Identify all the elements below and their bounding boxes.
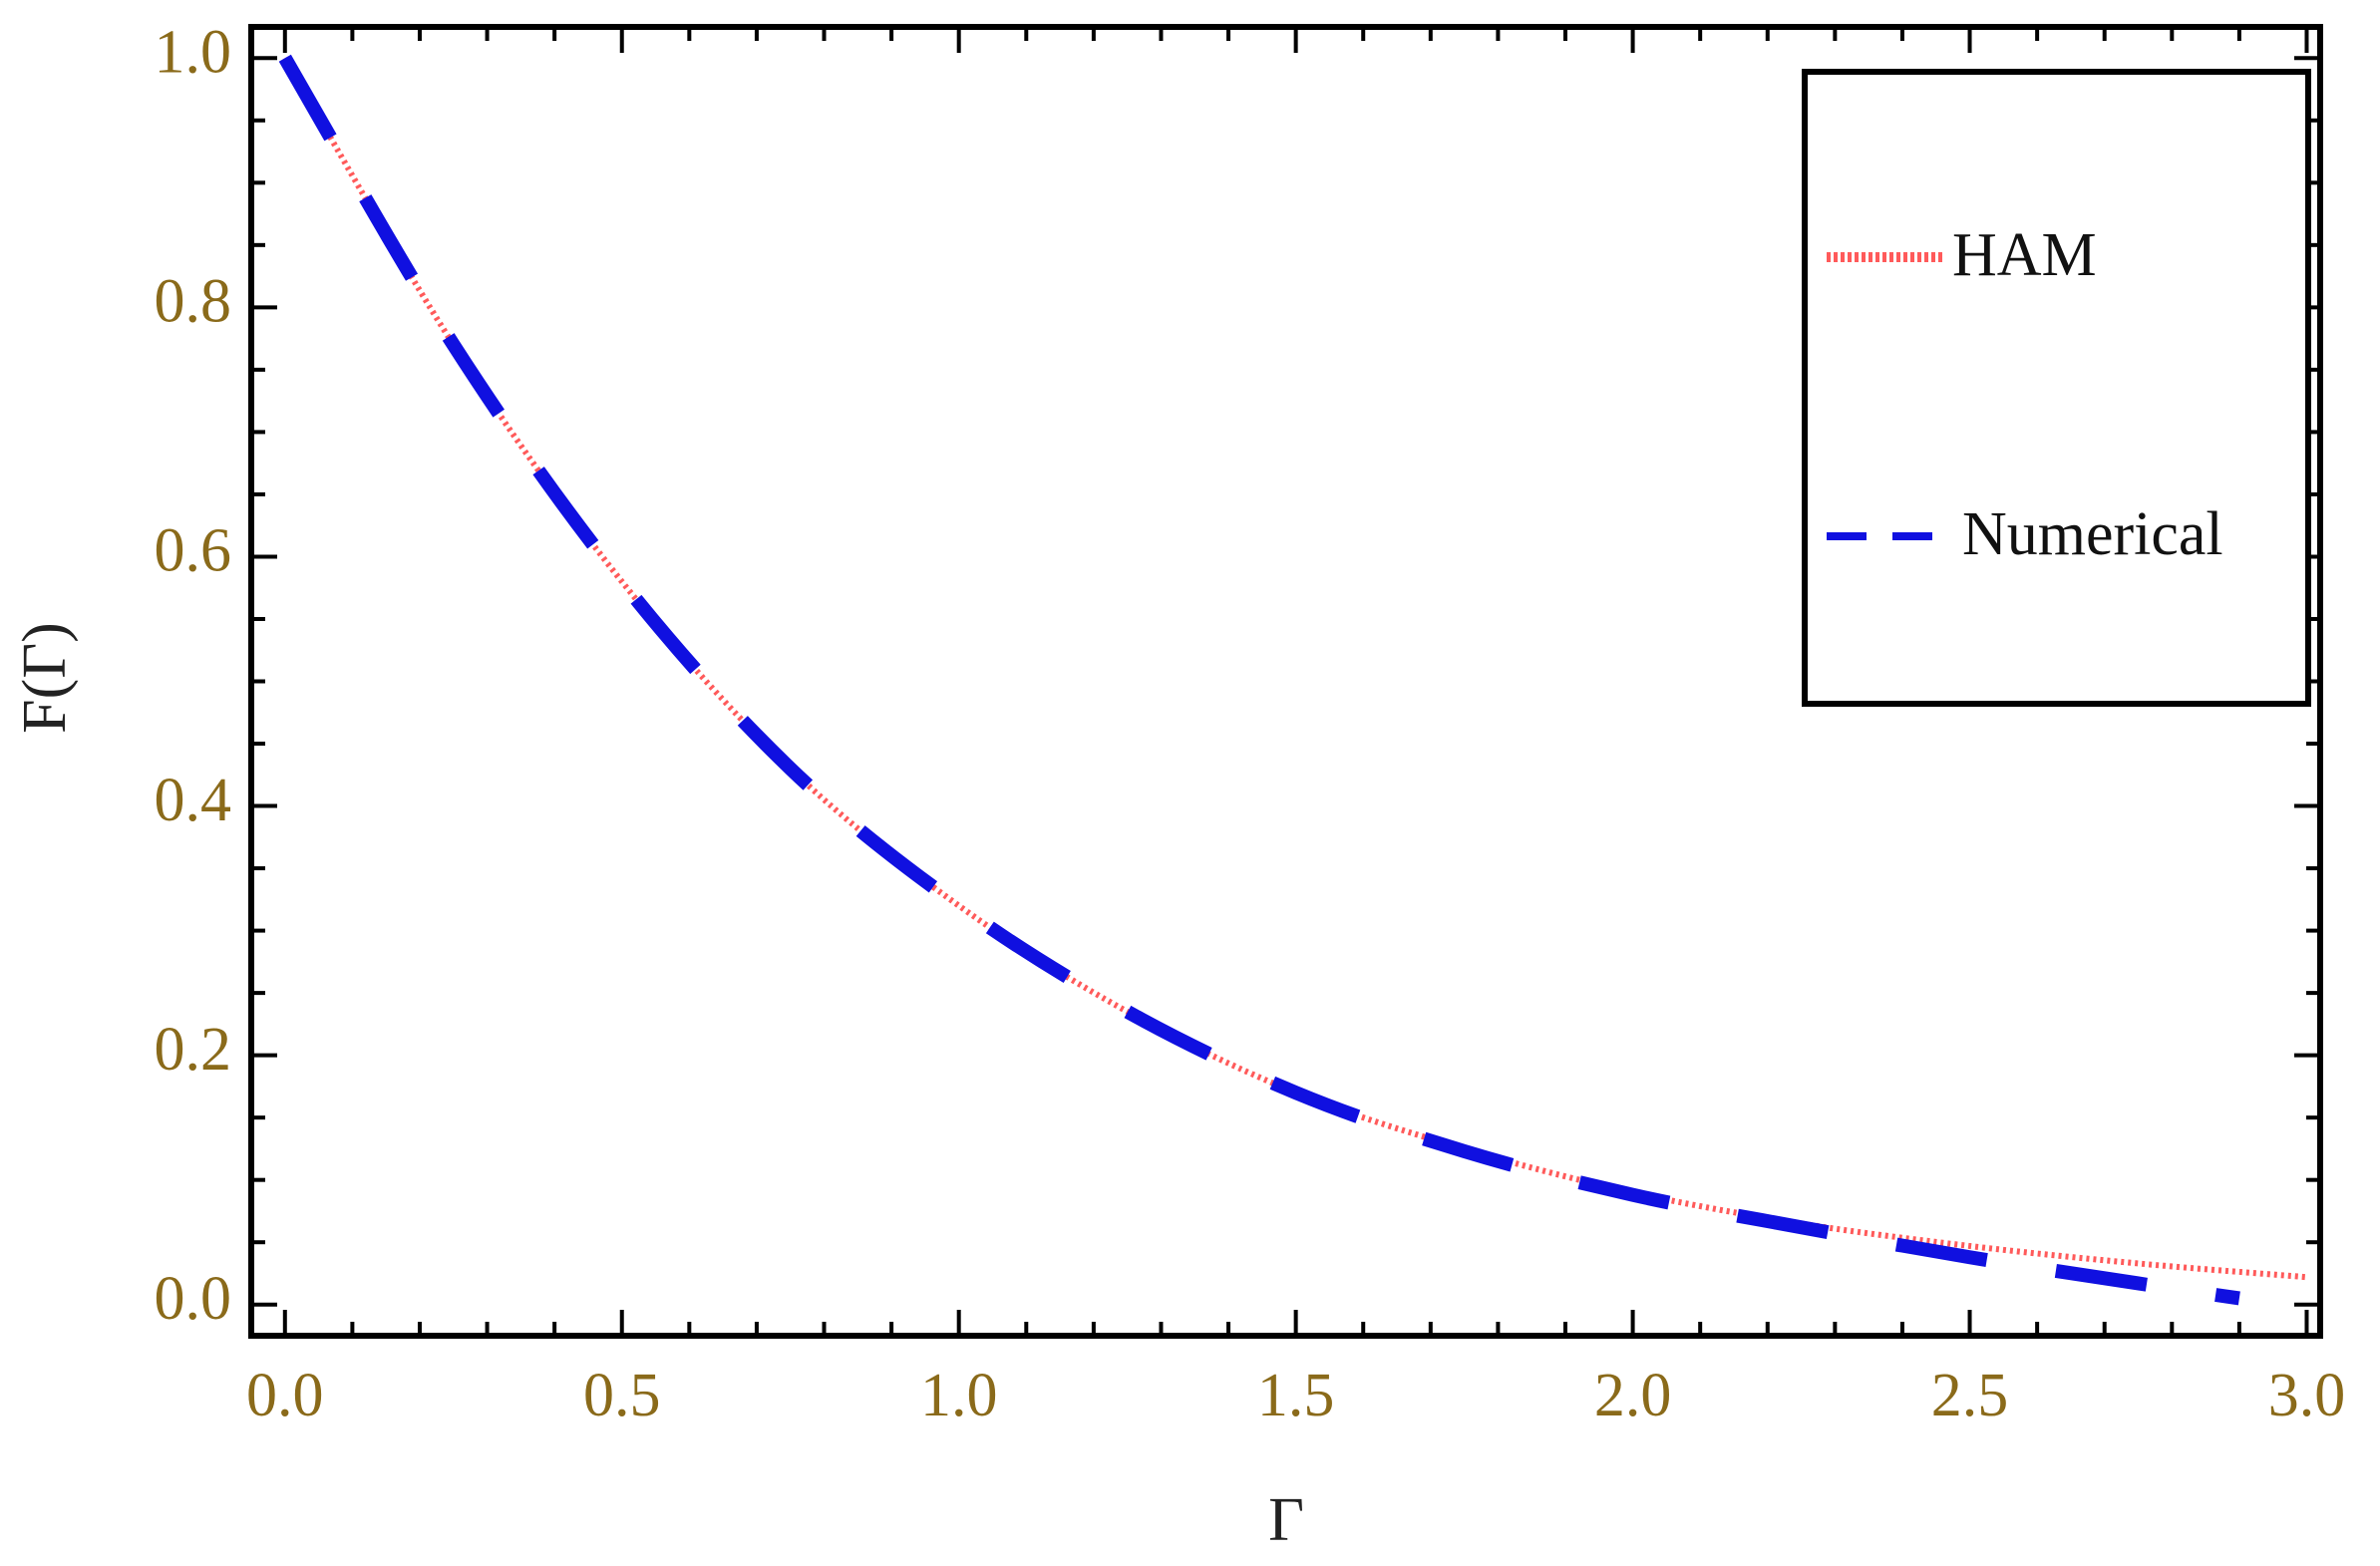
tick-labels: 0.0 0.5 1.0 1.5 2.0 2.5 3.0 0.0 0.2 0.4 0.6 0.8 1.0	[155, 18, 2346, 1429]
y-tick-label: 0.0	[155, 1265, 232, 1333]
y-tick-label: 0.4	[155, 767, 232, 834]
x-tick-label: 0.0	[246, 1362, 324, 1429]
legend-box	[1802, 69, 2311, 707]
x-tick-label: 3.0	[2268, 1362, 2346, 1429]
legend-label-ham: HAM	[1952, 221, 2097, 289]
x-axis-label: Γ	[1268, 1486, 1304, 1554]
x-tick-label: 1.0	[920, 1362, 998, 1429]
y-tick-label: 0.8	[155, 268, 232, 336]
series-line-ham	[282, 56, 2307, 1281]
y-tick-label: 0.2	[155, 1016, 232, 1084]
legend: HAM Numerical	[1802, 69, 2311, 707]
y-tick-label: 1.0	[155, 18, 232, 86]
series-line-numerical	[278, 54, 2240, 1306]
x-tick-label: 1.5	[1257, 1362, 1335, 1429]
x-tick-label: 0.5	[583, 1362, 661, 1429]
legend-label-numerical: Numerical	[1962, 500, 2223, 568]
x-tick-label: 2.0	[1594, 1362, 1672, 1429]
y-tick-label: 0.6	[155, 517, 232, 585]
x-tick-label: 2.5	[1931, 1362, 2009, 1429]
series-lines	[278, 54, 2307, 1306]
y-axis-label: F(Γ)	[11, 622, 79, 734]
